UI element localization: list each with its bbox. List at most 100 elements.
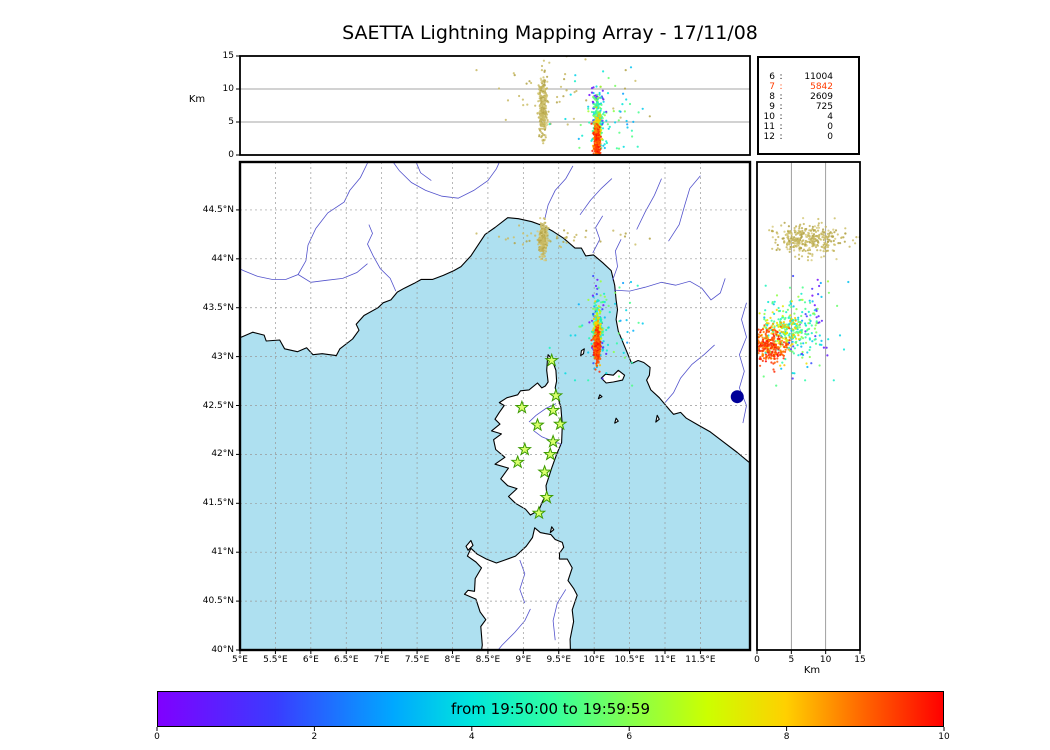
lma-station-star [514,399,530,414]
colorbar-label: from 19:50:00 to 19:59:59 [450,700,650,718]
station-count-value: 11004 [804,72,833,82]
river-arno [613,278,726,301]
figure-title: SAETTA Lightning Mapping Array - 17/11/0… [342,22,758,44]
lma-station-star [517,441,533,456]
station-count-row: 9: 725 [759,102,858,112]
land-pianosa [597,394,603,400]
station-id: 10 [763,112,775,122]
map-graticule [240,162,750,650]
lma-station-star [539,489,555,504]
river-reno [668,175,701,242]
top-alt-tick-label: 15 [222,51,234,61]
land-montecristo [614,417,619,424]
lon-tick-label: 10°E [583,655,605,665]
station-count-value: 0 [827,122,833,132]
lma-stations-layer [510,352,568,520]
station-count-row: 12: 0 [759,132,858,142]
lat-tick-label: 44°N [211,253,234,264]
station-id: 11 [763,122,775,132]
station-id: 8 [769,92,775,102]
lon-tick-label: 6°E [302,655,319,665]
altitude-axis-label-left: Km [188,94,206,105]
lon-tick-label: 11°E [654,655,676,665]
river-ombrone [664,344,715,403]
station-counts-panel: 6: 11004 7: 5842 8: 2609 9: 725 10: 4 11: 0 12: 0 [757,56,860,155]
top-panel-border [239,55,751,156]
river-tavignano [533,430,562,445]
lon-tick-label: 9.5°E [546,655,572,665]
station-count-value: 4 [827,112,833,122]
lightning-scatter-alt-lon [475,56,651,155]
river-tirso [497,608,531,650]
station-colon: : [779,92,783,102]
station-count-value: 2609 [810,92,833,102]
lma-station-star [510,454,526,469]
station-count-row: 7: 5842 [759,82,858,92]
right-panel-border [756,161,861,651]
land-capraia [580,348,585,357]
lma-station-star [537,464,552,479]
station-colon: : [779,102,783,112]
river-taro [579,178,613,216]
station-id: 12 [763,132,775,142]
station-count-row: 8: 2609 [759,92,858,102]
colorbar-tick-label: 6 [626,732,633,742]
lat-tick-label: 42°N [211,449,234,460]
altitude-latitude-panel [757,162,860,650]
river-posada [552,589,567,641]
lma-station-star [545,402,561,417]
lat-tick-label: 44.5°N [202,204,234,215]
lon-tick-label: 11.5°E [685,655,716,665]
right-alt-tick-label: 10 [819,655,832,665]
lon-tick-label: 6.5°E [334,655,359,665]
lon-tick-label: 10.5°E [614,655,645,665]
right-alt-tick-label: 5 [788,655,795,665]
river-magra [592,215,604,254]
colorbar-tick-label: 8 [783,732,790,742]
station-count-row: 11: 0 [759,122,858,132]
lon-tick-label: 5.5°E [263,655,288,665]
station-colon: : [779,72,783,82]
station-colon: : [779,112,783,122]
lon-tick-label: 7°E [373,655,390,665]
colorbar-tick-label: 10 [938,732,950,742]
land-layer [240,162,750,650]
lake-lago-di-bolsena [730,390,744,404]
river-secchia [636,178,662,230]
river-tiber [738,302,747,424]
river-durance [240,162,368,280]
lat-tick-label: 43°N [211,351,234,362]
river-verdon [297,263,368,283]
altitude-axis-label-bottom: Km [803,665,821,676]
river-stura [392,162,500,199]
time-colorbar: from 19:50:00 to 19:59:59 [157,691,944,727]
lat-tick-label: 40°N [211,645,234,655]
station-count-value: 725 [815,102,833,112]
station-colon: : [779,122,783,132]
lma-station-star [530,417,545,432]
station-colon: : [779,132,783,142]
colorbar-tick-label: 2 [311,732,318,742]
top-alt-tick-label: 5 [228,117,234,127]
lon-tick-label: 8°E [444,655,461,665]
right-alt-tick-label: 15 [854,655,866,665]
lma-station-star [552,416,568,431]
station-count-row: 10: 4 [759,112,858,122]
lma-station-star [544,352,560,367]
station-count-value: 5842 [810,82,833,92]
top-alt-tick-label: 10 [222,84,234,94]
lat-tick-label: 42.5°N [202,400,234,411]
lon-tick-label: 8.5°E [475,655,501,665]
land-giglio [655,414,660,423]
station-id: 7 [769,82,775,92]
map-panel [240,162,750,650]
station-id: 6 [769,72,775,82]
river-var [367,224,397,292]
river-coghinas [519,559,526,604]
lma-station-star [531,505,547,520]
land-sardinia [463,527,578,650]
lat-tick-label: 43.5°N [202,302,234,313]
lma-station-star [542,446,558,461]
land-elba [600,369,626,384]
